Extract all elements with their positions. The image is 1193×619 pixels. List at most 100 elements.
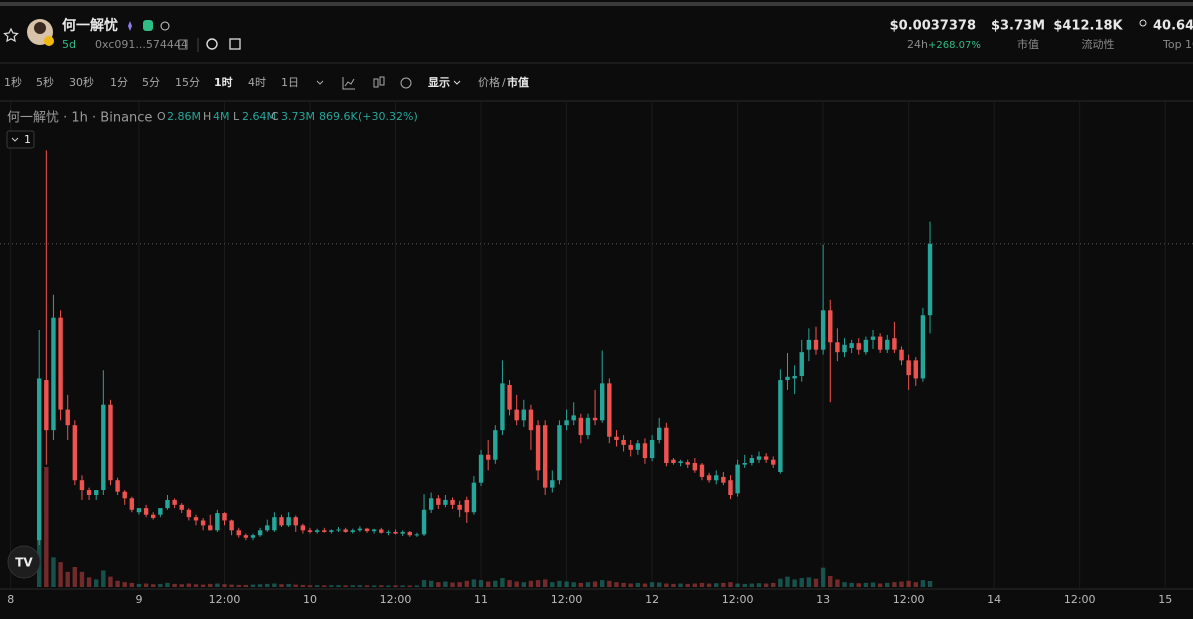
mcap-toggle[interactable]: 市值 bbox=[507, 75, 529, 89]
interval-option[interactable]: 1分 bbox=[110, 76, 128, 89]
volume-bar bbox=[108, 576, 113, 587]
interval-option[interactable]: 1秒 bbox=[4, 75, 22, 89]
price-toggle[interactable]: 价格 bbox=[478, 75, 500, 89]
candle-body bbox=[350, 530, 355, 532]
volume-bar bbox=[685, 583, 690, 587]
interval-option[interactable]: 5秒 bbox=[36, 75, 54, 89]
display-menu[interactable]: 显示 bbox=[428, 76, 450, 89]
pane-button[interactable] bbox=[6, 130, 35, 149]
volume-bar bbox=[813, 578, 819, 587]
candle-body bbox=[143, 508, 149, 515]
candle-body bbox=[599, 383, 605, 421]
volume-bar bbox=[578, 582, 584, 587]
volume-bar bbox=[671, 583, 676, 587]
avatar-badge bbox=[44, 36, 54, 46]
candle-body bbox=[215, 513, 220, 531]
interval-option[interactable]: 15分 bbox=[175, 76, 200, 89]
candle-body bbox=[813, 339, 819, 350]
candle-body bbox=[493, 430, 498, 460]
candle-body bbox=[293, 517, 298, 526]
candle-body bbox=[314, 530, 320, 532]
candle-body bbox=[756, 456, 762, 460]
volume-bar bbox=[286, 583, 291, 587]
candle-body bbox=[728, 480, 733, 495]
share-icon[interactable] bbox=[229, 38, 241, 50]
volume-bar bbox=[151, 584, 156, 587]
volume-bar bbox=[870, 582, 876, 587]
favorite-star[interactable] bbox=[3, 27, 19, 43]
search-icon[interactable] bbox=[206, 38, 218, 50]
display-dropdown[interactable] bbox=[453, 80, 461, 85]
volume-bar bbox=[920, 580, 926, 587]
volume-bar bbox=[229, 584, 234, 587]
candle-body bbox=[806, 339, 812, 350]
indicator-icon[interactable] bbox=[342, 77, 355, 90]
tv-logo[interactable] bbox=[7, 545, 41, 579]
holders-icon bbox=[1139, 19, 1147, 27]
volume-bar bbox=[828, 575, 833, 587]
candle-body bbox=[414, 534, 420, 536]
candle-body bbox=[108, 404, 113, 481]
candle-body bbox=[628, 444, 633, 450]
volume-bar bbox=[450, 582, 455, 587]
volume-bar bbox=[193, 584, 199, 587]
interval-option[interactable]: 4时 bbox=[248, 76, 266, 89]
candle-body bbox=[571, 415, 576, 421]
candle-body bbox=[72, 425, 78, 481]
volume-bar bbox=[322, 585, 327, 587]
candle-body bbox=[471, 482, 477, 513]
settings-icon[interactable] bbox=[400, 77, 412, 89]
volume-bar bbox=[386, 585, 391, 587]
interval-option[interactable]: 30秒 bbox=[69, 75, 94, 89]
pane-count[interactable]: 1 bbox=[24, 133, 31, 146]
volume-bar bbox=[514, 581, 519, 587]
legend-high: 4M bbox=[213, 110, 230, 123]
candle-body bbox=[364, 528, 370, 532]
volume-bar bbox=[443, 581, 448, 587]
copy-icon[interactable] bbox=[178, 39, 188, 50]
interval-option[interactable]: 1时 bbox=[214, 75, 233, 89]
volume-bar bbox=[678, 583, 683, 587]
volume-bar bbox=[892, 582, 897, 587]
volume-bar bbox=[500, 578, 505, 587]
volume-bar bbox=[785, 576, 790, 587]
x-tick-label: 12:00 bbox=[209, 593, 241, 606]
candle-body bbox=[856, 343, 861, 350]
volume-bar bbox=[200, 584, 206, 587]
candle-body bbox=[714, 475, 719, 481]
legend-l: L bbox=[233, 110, 240, 123]
x-tick-label: 12 bbox=[645, 593, 659, 606]
candle-body bbox=[920, 315, 926, 379]
interval-option[interactable]: 5分 bbox=[142, 76, 160, 89]
candle-body bbox=[828, 310, 833, 343]
interval-dropdown[interactable] bbox=[316, 80, 324, 85]
change-period: 24h bbox=[907, 38, 928, 51]
pane-chevron[interactable] bbox=[11, 137, 19, 142]
volume-bar bbox=[571, 582, 576, 587]
candle-body bbox=[621, 440, 626, 445]
candle-body bbox=[464, 499, 470, 513]
volume-bar bbox=[642, 583, 648, 587]
candle-body bbox=[94, 490, 99, 495]
candle-body bbox=[428, 498, 434, 510]
volume-bar bbox=[628, 583, 633, 587]
volume-bar bbox=[122, 582, 127, 587]
candle-body bbox=[250, 535, 256, 538]
candle-body bbox=[706, 475, 712, 481]
volume-bar bbox=[58, 562, 63, 587]
candle-body bbox=[792, 375, 797, 379]
candle-body bbox=[500, 383, 505, 431]
candle-body bbox=[678, 461, 683, 463]
legend-open: 2.86M bbox=[167, 110, 201, 123]
candle-body bbox=[193, 517, 199, 521]
volume-bar bbox=[428, 580, 434, 587]
volume-bar bbox=[436, 582, 441, 587]
volume-bar bbox=[806, 577, 812, 587]
interval-option[interactable]: 1日 bbox=[281, 76, 299, 89]
candle-body bbox=[222, 513, 227, 521]
volume-bar bbox=[421, 580, 427, 587]
chart-type-icon[interactable] bbox=[379, 76, 385, 86]
candle-body bbox=[129, 498, 135, 510]
chart-type-icon[interactable] bbox=[373, 78, 379, 88]
